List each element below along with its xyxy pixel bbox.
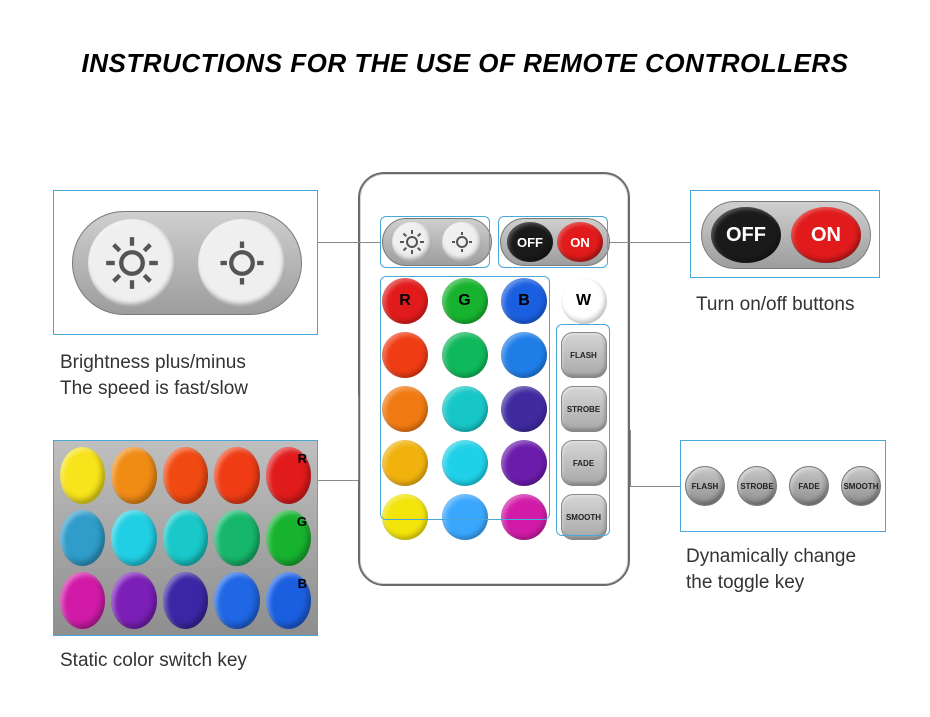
mode-button-flash[interactable]: FLASH	[561, 332, 607, 378]
color-button[interactable]	[442, 386, 488, 432]
onoff-pill-large: OFF ON	[701, 201, 871, 269]
color-button[interactable]	[501, 440, 547, 486]
off-button[interactable]: OFF	[507, 222, 553, 262]
color-swatch[interactable]	[214, 447, 259, 504]
power-pill: OFF ON	[500, 218, 610, 266]
brightness-panel	[53, 190, 318, 335]
brightness-pill-large	[72, 211, 302, 315]
color-swatch[interactable]	[60, 447, 105, 504]
brightness-down-large[interactable]	[198, 219, 286, 307]
color-swatch[interactable]: G	[266, 510, 311, 567]
color-row-label: B	[298, 576, 307, 591]
mode-button-smooth[interactable]: SMOOTH	[561, 494, 607, 540]
brightness-up-large[interactable]	[88, 219, 176, 307]
brightness-down-button[interactable]	[442, 222, 482, 262]
mode-button-fade[interactable]: FADE	[561, 440, 607, 486]
brightness-down-icon	[449, 229, 475, 255]
connector-line	[318, 242, 380, 243]
color-swatch[interactable]	[163, 447, 208, 504]
color-panel: R G B	[53, 440, 318, 636]
color-swatch[interactable]	[214, 572, 259, 629]
remote-controller: OFF ON RGBW FLASH STROBE FADE SMOOTH	[358, 172, 630, 586]
connector-line	[630, 430, 631, 486]
onoff-caption: Turn on/off buttons	[696, 292, 854, 318]
color-grid: R G B	[54, 441, 317, 635]
color-button[interactable]	[382, 494, 428, 540]
color-swatch[interactable]	[111, 447, 156, 504]
off-large[interactable]: OFF	[711, 207, 781, 263]
connector-line	[358, 396, 359, 480]
modes-panel: FLASH STROBE FADE SMOOTH	[680, 440, 886, 532]
color-button[interactable]	[442, 332, 488, 378]
color-button[interactable]	[442, 494, 488, 540]
color-row-label: G	[297, 514, 307, 529]
brightness-pill	[382, 218, 492, 266]
mode-toggle-strobe[interactable]: STROBE	[737, 466, 777, 506]
connector-line	[608, 242, 690, 243]
remote-button-grid: RGBW FLASH STROBE FADE SMOOTH	[382, 278, 610, 540]
color-button[interactable]	[501, 332, 547, 378]
modes-caption: Dynamically change the toggle key	[686, 544, 856, 595]
color-swatch[interactable]	[60, 510, 105, 567]
mode-button-strobe[interactable]: STROBE	[561, 386, 607, 432]
color-row-label: R	[298, 451, 307, 466]
color-swatch[interactable]	[60, 572, 105, 629]
color-button[interactable]	[442, 440, 488, 486]
mode-toggle-smooth[interactable]: SMOOTH	[841, 466, 881, 506]
color-swatch[interactable]	[163, 510, 208, 567]
color-swatch[interactable]	[111, 510, 156, 567]
colors-caption: Static color switch key	[60, 648, 247, 674]
color-swatch[interactable]: R	[266, 447, 311, 504]
mode-row: FLASH STROBE FADE SMOOTH	[681, 441, 885, 531]
connector-line	[318, 480, 358, 481]
mode-toggle-flash[interactable]: FLASH	[685, 466, 725, 506]
color-swatch[interactable]	[163, 572, 208, 629]
page-title: INSTRUCTIONS FOR THE USE OF REMOTE CONTR…	[0, 48, 930, 79]
color-button-w[interactable]: W	[561, 278, 607, 324]
color-swatch[interactable]	[214, 510, 259, 567]
color-button[interactable]	[501, 386, 547, 432]
brightness-caption: Brightness plus/minus The speed is fast/…	[60, 350, 248, 401]
connector-line	[630, 486, 680, 487]
color-button[interactable]	[382, 386, 428, 432]
color-swatch[interactable]	[111, 572, 156, 629]
color-button[interactable]	[382, 440, 428, 486]
color-button-r[interactable]: R	[382, 278, 428, 324]
brightness-up-icon	[104, 235, 160, 291]
color-button[interactable]	[501, 494, 547, 540]
on-button[interactable]: ON	[557, 222, 603, 262]
color-swatch[interactable]: B	[266, 572, 311, 629]
color-button-b[interactable]: B	[501, 278, 547, 324]
brightness-up-button[interactable]	[392, 222, 432, 262]
brightness-up-icon	[399, 229, 425, 255]
color-button[interactable]	[382, 332, 428, 378]
onoff-panel: OFF ON	[690, 190, 880, 278]
mode-toggle-fade[interactable]: FADE	[789, 466, 829, 506]
brightness-down-icon	[214, 235, 270, 291]
color-button-g[interactable]: G	[442, 278, 488, 324]
on-large[interactable]: ON	[791, 207, 861, 263]
